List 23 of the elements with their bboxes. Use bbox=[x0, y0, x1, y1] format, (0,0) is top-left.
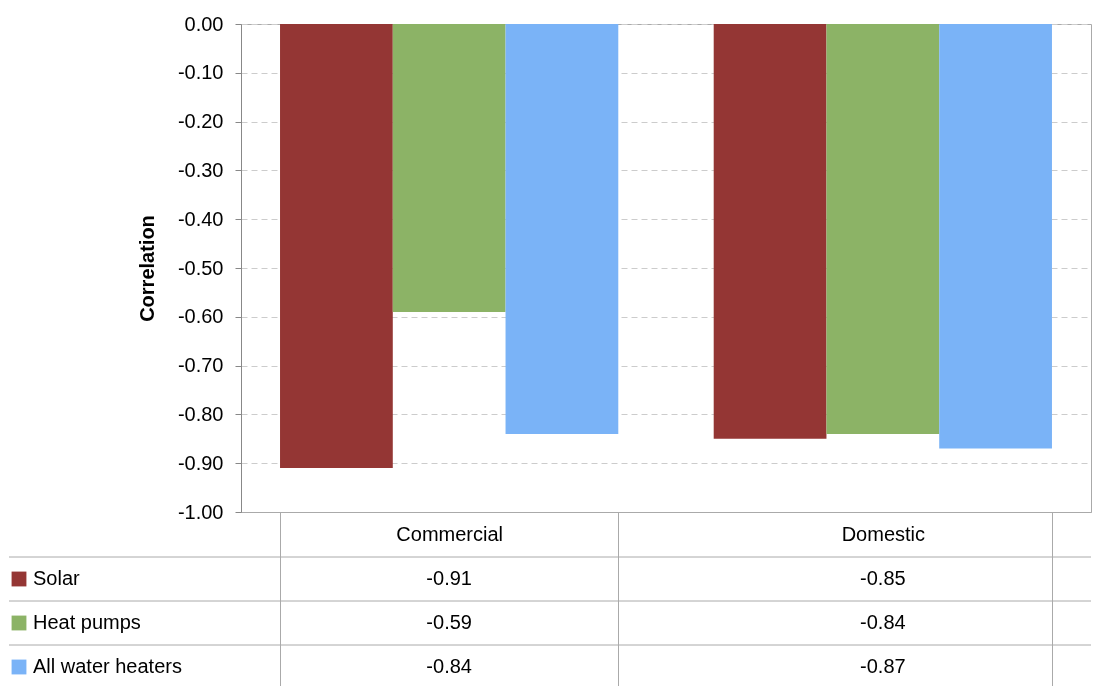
data-label: -0.85 bbox=[860, 567, 906, 589]
data-label: -0.91 bbox=[426, 567, 472, 589]
y-tick-label: -1.00 bbox=[177, 500, 224, 523]
data-label: -0.84 bbox=[860, 611, 906, 633]
y-tick-label: -0.50 bbox=[177, 256, 224, 279]
legend-label: Solar bbox=[33, 567, 81, 589]
legend-label: All water heaters bbox=[33, 655, 182, 677]
y-tick-label: -0.30 bbox=[177, 158, 224, 181]
y-tick-label: -0.20 bbox=[177, 110, 224, 133]
data-label: -0.84 bbox=[426, 655, 472, 677]
y-tick-label: -0.80 bbox=[177, 402, 224, 425]
data-label: -0.59 bbox=[426, 611, 472, 633]
y-axis-title: Correlation bbox=[135, 215, 158, 322]
y-tick-label: 0.00 bbox=[184, 12, 224, 35]
y-tick-label: -0.40 bbox=[177, 207, 224, 230]
y-tick-label: -0.10 bbox=[177, 61, 224, 84]
x-tick-label: Commercial bbox=[396, 522, 504, 545]
y-tick-label: -0.90 bbox=[177, 451, 224, 474]
data-label: -0.87 bbox=[860, 655, 906, 677]
legend-label: Heat pumps bbox=[33, 611, 141, 633]
x-tick-label: Domestic bbox=[841, 522, 926, 545]
y-tick-label: -0.60 bbox=[177, 305, 224, 328]
y-tick-label: -0.70 bbox=[177, 354, 224, 377]
